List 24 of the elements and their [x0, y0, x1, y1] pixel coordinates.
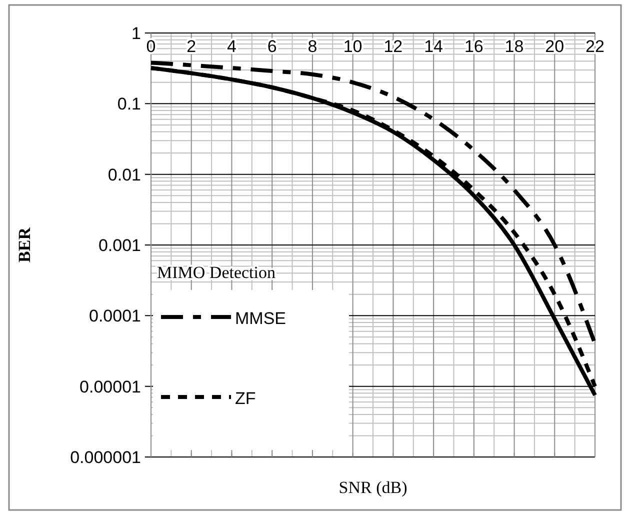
- x-tick-label: 12: [384, 37, 403, 56]
- legend-label: MMSE: [235, 309, 286, 328]
- y-tick-label: 0.001: [98, 236, 141, 255]
- x-axis-title: SNR (dB): [338, 478, 408, 497]
- x-tick-label: 0: [146, 37, 156, 56]
- x-tick-label: 4: [226, 37, 236, 56]
- y-axis-title: BER: [15, 226, 34, 262]
- legend-title: MIMO Detection: [157, 263, 276, 282]
- y-tick-label: 0.00001: [80, 377, 141, 396]
- x-tick-label: 16: [464, 37, 484, 56]
- legend-label: ZF: [235, 389, 256, 408]
- x-tick-label: 6: [267, 37, 277, 56]
- x-tick-label: 2: [186, 37, 196, 56]
- x-tick-label: 8: [308, 37, 318, 56]
- x-tick-label: 18: [504, 37, 524, 56]
- x-tick-label: 22: [586, 37, 604, 56]
- x-tick-label: 10: [343, 37, 362, 56]
- y-tick-label: 0.01: [108, 165, 141, 184]
- y-tick-label: 1: [132, 24, 141, 43]
- y-tick-label: 0.1: [117, 94, 141, 114]
- y-tick-label: 0.000001: [70, 448, 141, 467]
- x-tick-label: 20: [545, 37, 564, 56]
- y-tick-label: 0.0001: [89, 306, 141, 326]
- x-tick-label: 14: [424, 37, 444, 56]
